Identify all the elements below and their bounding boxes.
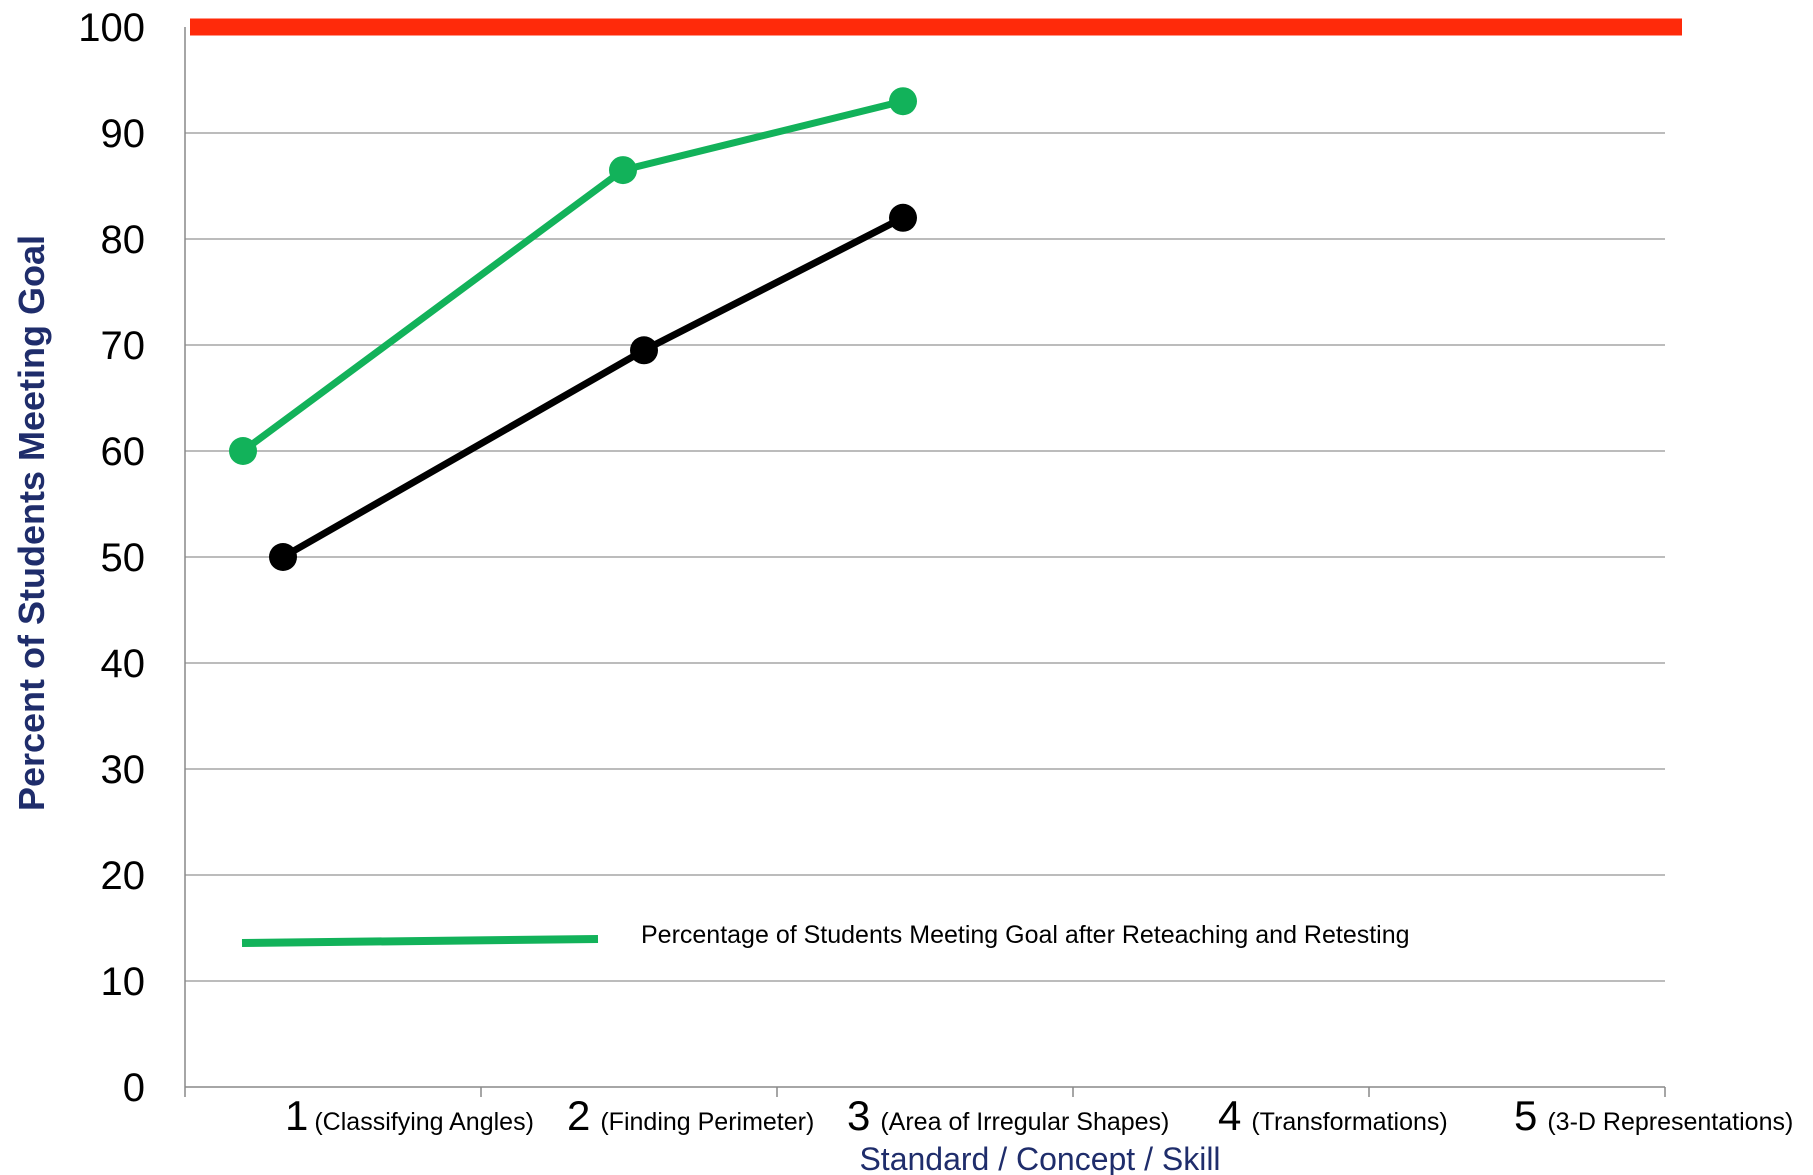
y-tick-label-40: 40: [101, 642, 146, 686]
x-axis-label: Standard / Concept / Skill: [859, 1141, 1220, 1175]
y-tick-label-100: 100: [78, 6, 145, 50]
y-axis-label: Percent of Students Meeting Goal: [11, 235, 52, 811]
x-tick-name-3: (Area of Irregular Shapes): [880, 1108, 1169, 1136]
x-tick-name-1: (Classifying Angles): [314, 1108, 534, 1136]
y-tick-label-10: 10: [101, 960, 146, 1004]
x-tick-name-2: (Finding Perimeter): [600, 1108, 814, 1136]
x-tick-number-5: 5: [1514, 1092, 1537, 1139]
y-tick-label-80: 80: [101, 218, 146, 262]
y-tick-label-90: 90: [101, 112, 146, 156]
x-tick-name-4: (Transformations): [1251, 1108, 1447, 1136]
legend-swatch-reteaching: [241, 935, 599, 947]
x-tick-label-3: 3 (Area of Irregular Shapes): [847, 1092, 1169, 1139]
x-tick-number-1: 1: [285, 1092, 308, 1139]
legend-label-reteaching: Percentage of Students Meeting Goal afte…: [641, 921, 1410, 949]
series-group: [229, 87, 917, 571]
series-2-point-1: [269, 543, 297, 571]
y-tick-label-60: 60: [101, 430, 146, 474]
x-tick-label-2: 2 (Finding Perimeter): [567, 1092, 814, 1139]
x-tick-number-4: 4: [1218, 1092, 1241, 1139]
y-tick-label-50: 50: [101, 536, 146, 580]
x-tick-number-2: 2: [567, 1092, 590, 1139]
y-tick-labels: 0 10 20 30 40 50 60 70 80 90 100: [78, 6, 145, 1110]
x-tick-name-5: (3-D Representations): [1547, 1108, 1793, 1136]
x-tick-labels: 1 (Classifying Angles) 2 (Finding Perimeter…: [285, 1092, 1793, 1139]
y-tick-label-0: 0: [123, 1066, 145, 1110]
x-tick-label-5: 5 (3-D Representations): [1514, 1092, 1793, 1139]
series-1-point-1: [229, 437, 257, 465]
y-tick-label-70: 70: [101, 324, 146, 368]
series-2-point-3: [889, 203, 917, 232]
series-2-point-2: [630, 336, 658, 365]
gridlines: [185, 132, 1665, 982]
axes: [184, 27, 1666, 1097]
series-line-1: [240, 97, 904, 454]
y-tick-label-30: 30: [101, 748, 146, 792]
series-1-point-2: [609, 156, 637, 185]
x-tick-label-4: 4 (Transformations): [1218, 1092, 1448, 1139]
series-1-point-3: [889, 87, 917, 116]
legend: Percentage of Students Meeting Goal afte…: [241, 921, 1410, 949]
series-line-2: [281, 214, 905, 561]
x-tick-label-1: 1 (Classifying Angles): [285, 1092, 534, 1139]
y-tick-label-20: 20: [101, 854, 146, 898]
x-tick-number-3: 3: [847, 1092, 870, 1139]
